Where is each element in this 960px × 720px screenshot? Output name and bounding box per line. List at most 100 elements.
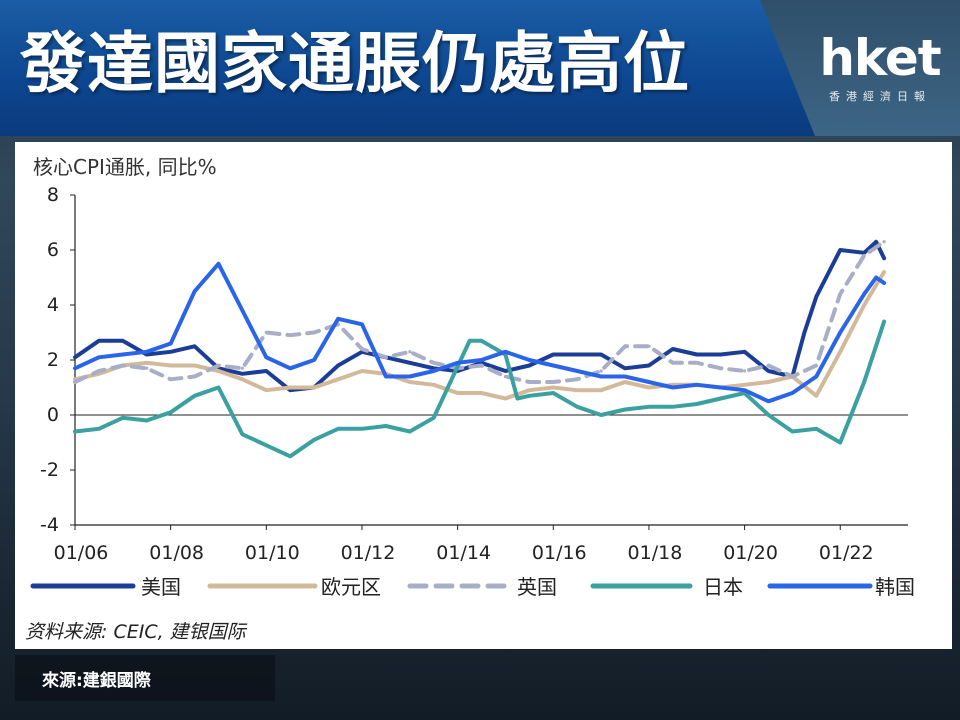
data-point-us [503,369,508,373]
data-point-eurozone [169,363,173,368]
data-point-eurozone [479,391,484,395]
data-point-us [882,256,886,260]
data-point-eurozone [599,388,603,392]
data-point-us [802,330,806,335]
data-point-uk [121,363,125,368]
data-point-japan [719,396,723,401]
data-point-japan [336,427,340,431]
data-point-eurozone [336,377,340,381]
data-point-uk [838,292,842,296]
legend-label-korea: 韩国 [875,575,915,599]
hket-logo[interactable]: hket 香港經濟日報 [810,32,950,104]
chart-panel: 核心CPI通胀, 同比% 8 6 4 2 0 -2 -4 01/06 01/08 01/10 01/1… [15,142,952,649]
x-tick-label: 01/12 [341,542,396,564]
data-point-eurozone [647,385,651,390]
x-tick-label: 01/08 [149,542,204,564]
data-point-uk [240,366,244,370]
data-point-eurozone [240,377,244,381]
data-point-korea [456,361,460,365]
data-point-uk [192,374,197,379]
data-point-japan [814,427,818,431]
data-point-japan [647,405,651,409]
chart-source-note: 资料来源: CEIC, 建银国际 [25,621,248,643]
data-point-korea [145,350,149,354]
data-point-eurozone [408,380,412,384]
data-point-japan [360,427,364,431]
data-point-eurozone [192,363,197,368]
data-point-japan [695,402,699,406]
data-point-eurozone [551,385,555,390]
data-point-eurozone [527,388,531,392]
x-tick-label: 01/16 [532,542,587,564]
data-point-uk [695,361,699,365]
y-tick-label: 6 [47,239,59,261]
data-point-japan [264,443,268,447]
data-point-korea [503,350,508,354]
data-point-uk [97,369,101,373]
data-point-japan [838,440,842,445]
data-point-us [240,372,244,376]
data-point-korea [408,374,412,379]
data-point-korea [551,363,555,368]
data-point-uk [479,363,484,368]
data-point-us [862,251,866,255]
data-point-uk [575,377,579,381]
series-line-japan [73,319,887,459]
data-point-us [599,352,603,357]
data-point-korea [336,317,340,321]
data-point-uk [551,380,555,384]
data-point-uk [623,344,627,348]
data-point-uk [216,363,221,368]
data-point-us [814,295,818,299]
data-point-eurozone [288,385,292,390]
data-point-korea [169,341,173,346]
data-point-korea [814,374,818,379]
data-point-us [742,350,747,354]
data-point-korea [882,281,886,285]
data-point-korea [264,355,268,359]
data-point-uk [312,330,316,335]
data-point-japan [288,454,292,458]
data-point-korea [647,380,651,384]
data-point-korea [695,383,699,387]
data-point-uk [264,330,268,335]
data-point-korea [479,358,484,362]
data-point-korea [575,369,579,373]
data-point-uk [862,253,866,258]
data-point-us [264,369,268,373]
data-point-eurozone [456,391,460,395]
data-point-japan [384,424,388,428]
data-point-us [527,363,531,368]
data-point-japan [671,405,675,409]
data-point-japan [432,416,436,420]
data-point-japan [121,416,125,420]
data-point-uk [169,377,173,381]
data-point-eurozone [575,388,579,392]
data-point-korea [862,292,866,296]
data-point-us [695,352,699,357]
data-point-us [169,350,173,354]
series-line-korea [73,261,887,404]
data-point-japan [599,413,603,417]
data-point-eurozone [503,396,508,401]
footer-source: 來源:建銀國際 [42,671,151,691]
data-point-japan [527,394,531,398]
data-point-korea [623,374,627,379]
y-tick-label: 8 [47,184,59,206]
data-point-korea [240,308,244,313]
data-point-japan [623,407,627,412]
data-point-eurozone [264,388,268,392]
data-point-us [623,366,627,370]
x-tick-label: 01/22 [819,542,874,564]
data-point-korea [790,391,795,395]
data-point-japan [169,410,173,414]
data-point-korea [216,262,221,266]
legend-label-japan: 日本 [703,575,743,599]
data-point-korea [384,374,388,379]
data-point-japan [467,339,472,343]
data-point-us [97,339,101,343]
data-point-us [121,339,125,343]
data-point-korea [73,366,77,370]
data-point-korea [97,355,101,359]
data-point-uk [647,344,651,348]
